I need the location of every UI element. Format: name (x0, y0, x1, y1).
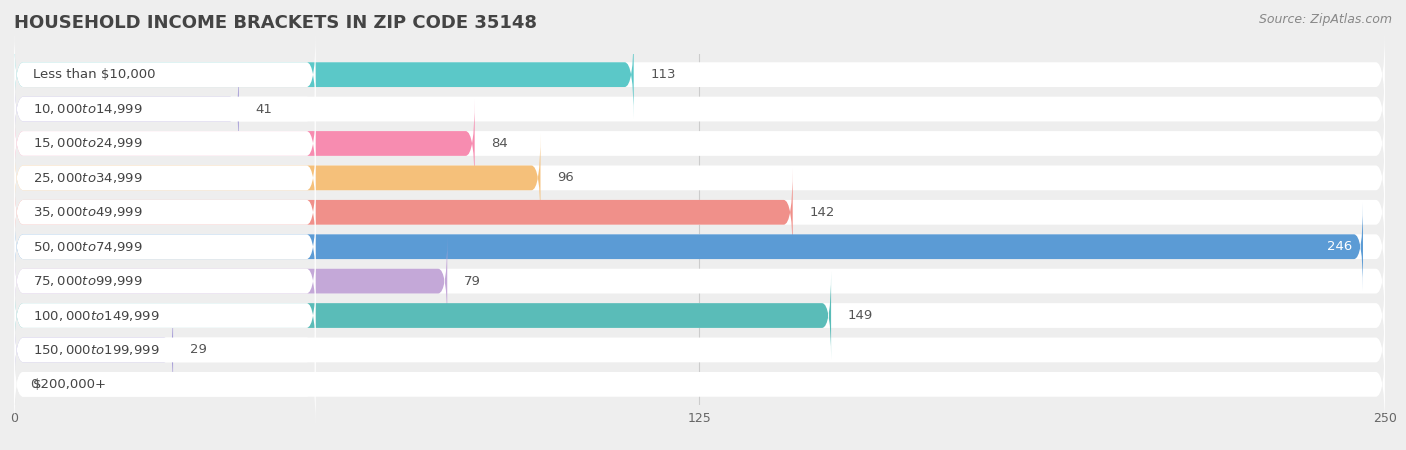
Text: $100,000 to $149,999: $100,000 to $149,999 (34, 309, 160, 323)
Text: 41: 41 (256, 103, 273, 116)
FancyBboxPatch shape (14, 65, 239, 153)
FancyBboxPatch shape (14, 340, 1385, 428)
Text: 84: 84 (491, 137, 508, 150)
Text: HOUSEHOLD INCOME BRACKETS IN ZIP CODE 35148: HOUSEHOLD INCOME BRACKETS IN ZIP CODE 35… (14, 14, 537, 32)
Text: $25,000 to $34,999: $25,000 to $34,999 (34, 171, 143, 185)
FancyBboxPatch shape (14, 99, 475, 188)
FancyBboxPatch shape (14, 168, 793, 256)
FancyBboxPatch shape (14, 134, 540, 222)
FancyBboxPatch shape (14, 237, 316, 325)
FancyBboxPatch shape (14, 271, 831, 360)
FancyBboxPatch shape (14, 340, 316, 428)
Text: 79: 79 (464, 274, 481, 288)
FancyBboxPatch shape (14, 168, 316, 256)
FancyBboxPatch shape (14, 306, 173, 394)
FancyBboxPatch shape (14, 134, 1385, 222)
FancyBboxPatch shape (14, 99, 1385, 188)
Text: 96: 96 (557, 171, 574, 184)
Text: 246: 246 (1327, 240, 1353, 253)
Text: $150,000 to $199,999: $150,000 to $199,999 (34, 343, 160, 357)
FancyBboxPatch shape (14, 31, 316, 119)
FancyBboxPatch shape (14, 31, 1385, 119)
Text: 29: 29 (190, 343, 207, 356)
FancyBboxPatch shape (14, 65, 1385, 153)
FancyBboxPatch shape (14, 65, 316, 153)
Text: $35,000 to $49,999: $35,000 to $49,999 (34, 205, 143, 219)
Text: 0: 0 (31, 378, 39, 391)
Text: $50,000 to $74,999: $50,000 to $74,999 (34, 240, 143, 254)
Text: Source: ZipAtlas.com: Source: ZipAtlas.com (1258, 14, 1392, 27)
Text: 142: 142 (810, 206, 835, 219)
FancyBboxPatch shape (14, 271, 316, 360)
FancyBboxPatch shape (14, 134, 316, 222)
FancyBboxPatch shape (14, 306, 1385, 394)
FancyBboxPatch shape (14, 306, 316, 394)
Text: $200,000+: $200,000+ (34, 378, 107, 391)
Text: Less than $10,000: Less than $10,000 (34, 68, 156, 81)
FancyBboxPatch shape (14, 237, 1385, 325)
Text: $75,000 to $99,999: $75,000 to $99,999 (34, 274, 143, 288)
FancyBboxPatch shape (14, 99, 316, 188)
FancyBboxPatch shape (14, 271, 1385, 360)
Text: $10,000 to $14,999: $10,000 to $14,999 (34, 102, 143, 116)
Text: 113: 113 (650, 68, 676, 81)
Text: 149: 149 (848, 309, 873, 322)
FancyBboxPatch shape (14, 202, 1362, 291)
FancyBboxPatch shape (14, 31, 634, 119)
FancyBboxPatch shape (14, 237, 447, 325)
FancyBboxPatch shape (14, 168, 1385, 256)
FancyBboxPatch shape (14, 202, 1385, 291)
Text: $15,000 to $24,999: $15,000 to $24,999 (34, 136, 143, 150)
FancyBboxPatch shape (14, 202, 316, 291)
